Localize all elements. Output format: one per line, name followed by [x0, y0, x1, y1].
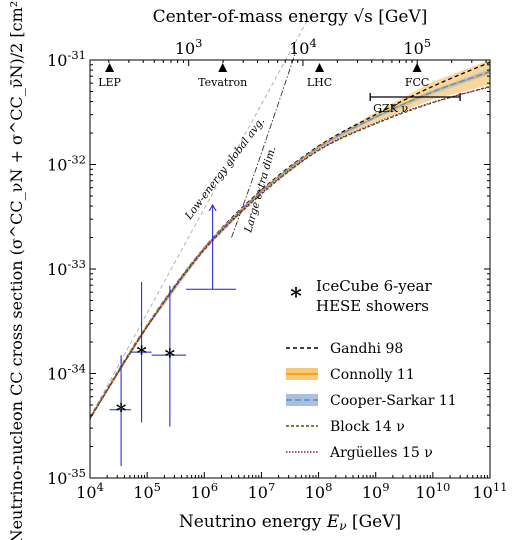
asterisk-marker: *	[116, 399, 127, 423]
top-axis-label: Center-of-mass energy √s [GeV]	[153, 7, 428, 27]
collider-lhc: LHC	[307, 63, 332, 89]
legend-label: Cooper-Sarkar 11	[330, 393, 457, 409]
collider-triangle	[105, 63, 115, 72]
top-tick-label: 104	[289, 36, 317, 58]
annotation-line-2	[231, 51, 297, 238]
legend-icecube: * IceCube 6-year HESE showers	[290, 277, 432, 315]
x-tick-label: 1010	[415, 480, 450, 502]
y-tick-label: 10-31	[47, 48, 86, 70]
legend-label: Block 14 ν	[330, 419, 405, 435]
icecube-point-2: *	[130, 282, 152, 423]
icecube-point-1: *	[109, 355, 131, 467]
legend-label: Gandhi 98	[330, 341, 403, 357]
legend-label: Connolly 11	[330, 367, 415, 383]
y-tick-label: 10-35	[47, 466, 86, 488]
uncertainty-bands	[90, 60, 490, 420]
gzk-label: GZK ν	[373, 102, 408, 115]
x-axis-label: Neutrino energy Eν [GeV]	[179, 512, 401, 533]
x-tick-label: 107	[248, 480, 276, 502]
collider-triangle	[218, 63, 228, 72]
series-line-connolly-11	[89, 71, 491, 419]
collider-markers: LEP Tevatron LHC FCC GZK ν	[98, 63, 461, 115]
legend-label: Argüelles 15 ν	[329, 445, 433, 461]
icecube-point-3: *	[151, 285, 187, 427]
x-tick-label: 108	[305, 480, 333, 502]
y-tick-label: 10-34	[47, 362, 86, 384]
legend-entry-arg-elles-15-: Argüelles 15 ν	[286, 445, 433, 461]
band-cooper-sarkar-11	[90, 68, 490, 420]
collider-fcc: FCC	[405, 63, 429, 89]
x-tick-label: 1011	[472, 480, 507, 502]
band-connolly-11	[90, 60, 490, 420]
top-tick-label: 103	[175, 36, 203, 58]
upper-limit-arrow	[208, 203, 217, 212]
x-tick-label: 106	[190, 480, 218, 502]
y-axis-label: Neutrino-nucleon CC cross section (σ^CC_…	[7, 0, 26, 540]
x-tick-label: 105	[133, 480, 161, 502]
collider-triangle	[315, 63, 325, 72]
legend-entry-connolly-11: Connolly 11	[286, 367, 415, 383]
axis-ticks: 104 105 106 107 108 109 1010 1011 10-35 10-34 10-3…	[47, 36, 507, 502]
collider-tevatron: Tevatron	[198, 63, 247, 89]
collider-triangle	[412, 63, 422, 72]
series-line-gandhi-98	[89, 61, 491, 418]
icecube-points: * * *	[109, 203, 237, 467]
collider-label: Tevatron	[198, 76, 247, 89]
legend-icecube-label: HESE showers	[316, 297, 429, 315]
legend-entry-cooper-sarkar-11: Cooper-Sarkar 11	[286, 393, 457, 409]
asterisk-marker: *	[136, 341, 147, 365]
legend-icecube-marker: *	[290, 284, 302, 310]
series-line-cooper-sarkar-11	[89, 70, 491, 419]
y-tick-label: 10-33	[47, 257, 86, 279]
collider-label: LEP	[98, 76, 121, 89]
gzk-range: GZK ν	[369, 93, 461, 115]
annotation-extra-dim: Large extra dim.	[242, 145, 278, 235]
legend-entry-block-14-: Block 14 ν	[286, 419, 405, 435]
series-lines	[89, 61, 491, 419]
legend-swatch-band	[286, 394, 318, 406]
collider-lep: LEP	[98, 63, 122, 89]
legend-entry-gandhi-98: Gandhi 98	[286, 341, 403, 357]
legend: * IceCube 6-year HESE showers Gandhi 98 Conn…	[286, 277, 457, 461]
plot-frame	[89, 59, 491, 479]
series-line-block-14-	[89, 85, 491, 419]
x-tick-label: 104	[76, 480, 104, 502]
series-line-arg-elles-15-	[89, 86, 491, 419]
asterisk-marker: *	[165, 344, 176, 368]
top-tick-label: 105	[403, 36, 431, 58]
x-tick-label: 109	[362, 480, 390, 502]
y-tick-label: 10-32	[47, 153, 86, 175]
collider-label: FCC	[405, 76, 429, 89]
reference-lines: Low-energy global avg.Large extra dim.	[89, 9, 314, 418]
legend-icecube-label: IceCube 6-year	[316, 277, 432, 295]
icecube-point-4	[186, 203, 237, 290]
annotation-line-1	[89, 9, 314, 418]
collider-label: LHC	[307, 76, 332, 89]
